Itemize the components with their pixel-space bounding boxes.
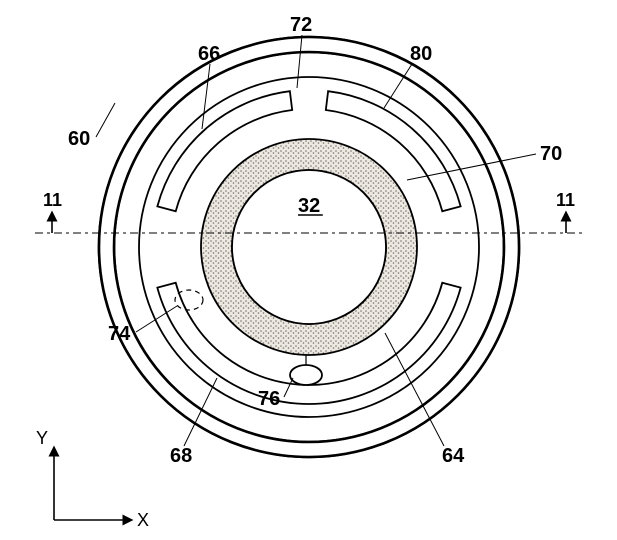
label-32: 32 [298,195,320,217]
central-disc-bore-32 [232,170,386,324]
l60-leader [96,103,115,137]
label-11: 11 [43,190,62,210]
label-64: 64 [442,445,465,467]
label-68: 68 [170,445,192,467]
label-72: 72 [290,14,312,36]
axis-y-label: Y [36,428,48,448]
label-60: 60 [68,128,90,150]
label-76: 76 [258,388,280,410]
axis-x-label: X [137,510,149,530]
label-74: 74 [108,323,131,345]
label-70: 70 [540,143,562,165]
label-66: 66 [198,43,220,65]
label-80: 80 [410,43,432,65]
label-11: 11 [556,190,575,210]
patent-figure: X Y 60 66 72 80 70 32 74 76 68 64 11 11 [0,0,617,540]
oval-76 [290,365,322,385]
